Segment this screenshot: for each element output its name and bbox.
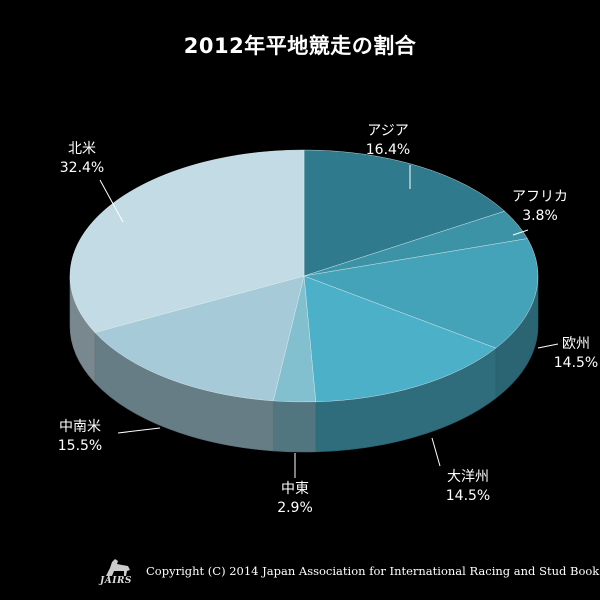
pie-slice-3	[303, 238, 539, 349]
slice-label-5: 中東 2.9%	[250, 480, 340, 518]
slice-label-2: アフリカ 3.8%	[495, 188, 585, 226]
slice-label-1: アジア 16.4%	[343, 122, 433, 160]
logo-text: JAIRS	[100, 576, 132, 586]
slice-percent: 16.4%	[365, 142, 411, 158]
pie-slice-7	[69, 149, 305, 333]
leader-line-6	[117, 427, 161, 434]
slice-name: アジア	[367, 123, 409, 139]
slice-name: 欧州	[562, 336, 590, 352]
leader-line-3	[537, 343, 559, 349]
leader-lines	[99, 165, 559, 478]
slice-label-6: 中南米 15.5%	[35, 418, 125, 456]
slice-percent: 32.4%	[59, 160, 105, 176]
footer: JAIRS Copyright (C) 2014 Japan Associati…	[100, 556, 600, 586]
pie-sides	[69, 275, 539, 453]
chart-title: 2012年平地競走の割合	[183, 34, 417, 58]
pie-slice-1	[303, 149, 506, 277]
slice-name: アフリカ	[512, 189, 568, 205]
pie-slice-6	[94, 275, 305, 402]
copyright-text: Copyright (C) 2014 Japan Association for…	[146, 564, 600, 578]
slice-percent: 2.9%	[277, 500, 313, 516]
jairs-logo: JAIRS	[100, 556, 140, 586]
horse-icon	[106, 559, 130, 576]
slice-name: 大洋州	[447, 469, 489, 485]
slice-label-3: 欧州 14.5%	[531, 335, 600, 373]
slice-name: 中南米	[59, 419, 101, 435]
slice-name: 北米	[68, 141, 96, 157]
slice-percent: 14.5%	[445, 488, 491, 504]
slice-percent: 14.5%	[553, 355, 599, 371]
slice-label-7: 北米 32.4%	[37, 140, 127, 178]
pie-tops	[69, 149, 539, 403]
slice-name: 中東	[281, 481, 309, 497]
leader-line-2	[512, 229, 529, 236]
leader-line-4	[431, 437, 441, 467]
slice-percent: 3.8%	[522, 208, 558, 224]
pie-slice-4	[303, 275, 497, 403]
leader-line-7	[99, 179, 124, 223]
pie-side-5	[272, 400, 317, 453]
slice-percent: 15.5%	[57, 438, 103, 454]
slice-label-4: 大洋州 14.5%	[423, 468, 513, 506]
